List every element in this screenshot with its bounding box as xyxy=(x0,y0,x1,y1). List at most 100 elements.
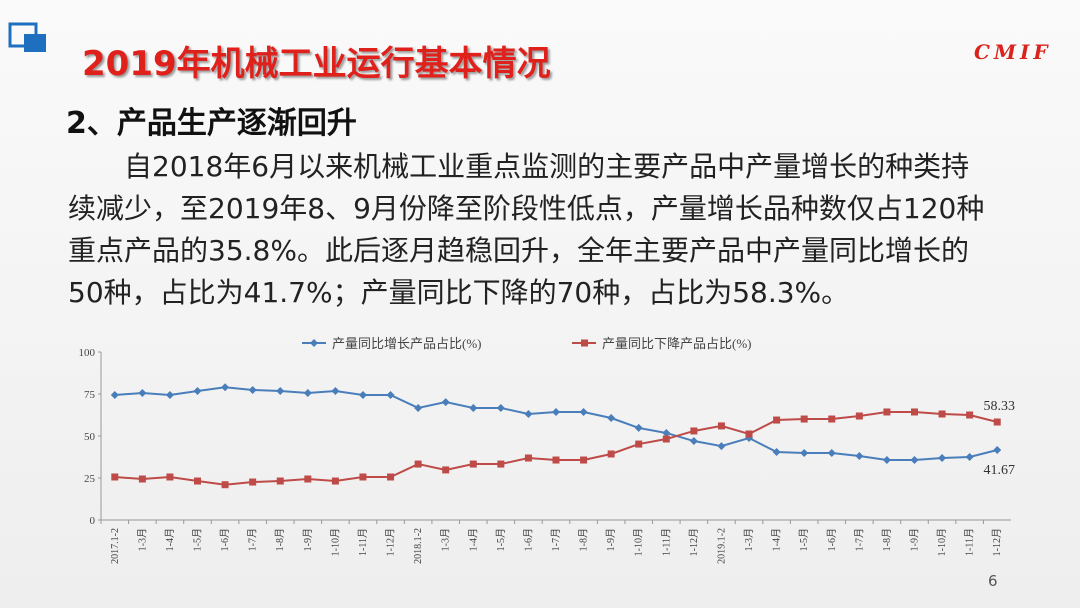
x-tick-label: 1-3月 xyxy=(136,528,148,551)
marker xyxy=(745,430,753,438)
legend-label: 产量同比增长产品占比(%) xyxy=(332,336,482,351)
x-tick-label: 1-9月 xyxy=(908,528,920,551)
marker xyxy=(552,456,560,464)
marker xyxy=(827,448,836,457)
marker xyxy=(221,383,230,392)
y-tick-label: 25 xyxy=(84,473,96,485)
marker xyxy=(138,388,147,397)
marker xyxy=(855,412,863,420)
marker xyxy=(579,407,588,416)
marker xyxy=(910,456,919,465)
marker xyxy=(193,386,202,395)
series-line xyxy=(114,410,998,486)
marker xyxy=(938,410,946,418)
logo: CMIF xyxy=(974,40,1052,64)
x-tick-label: 1-4月 xyxy=(164,528,176,551)
x-tick-label: 1-5月 xyxy=(192,528,204,551)
x-tick-label: 1-12月 xyxy=(385,528,397,556)
marker xyxy=(855,451,864,460)
marker xyxy=(689,437,698,446)
marker xyxy=(110,391,119,400)
x-tick-label: 1-8月 xyxy=(881,528,893,551)
legend-marker xyxy=(581,339,588,347)
x-tick-label: 1-9月 xyxy=(605,528,617,551)
x-tick-label: 1-4月 xyxy=(771,528,783,551)
marker xyxy=(414,460,422,468)
paragraph-line: 自2018年6月以来机械工业重点监测的主要产品中产量增长的种类持 xyxy=(124,150,970,183)
marker xyxy=(414,403,423,412)
x-tick-label: 1-10月 xyxy=(633,528,645,556)
marker xyxy=(828,415,836,423)
marker xyxy=(276,386,285,395)
marker xyxy=(166,473,174,481)
series-line xyxy=(114,386,998,462)
x-tick-label: 1-11月 xyxy=(357,528,369,556)
marker xyxy=(662,428,671,437)
marker xyxy=(882,456,891,465)
x-tick-label: 1-11月 xyxy=(660,528,672,556)
legend-label: 产量同比下降产品占比(%) xyxy=(602,336,752,351)
marker xyxy=(386,391,395,400)
marker xyxy=(249,478,257,486)
marker xyxy=(634,423,643,432)
marker xyxy=(800,448,809,457)
y-tick-label: 50 xyxy=(84,431,96,443)
y-tick-label: 0 xyxy=(90,515,96,527)
x-tick-label: 1-9月 xyxy=(302,528,314,551)
y-tick-label: 75 xyxy=(84,389,96,401)
data-label: 41.67 xyxy=(983,463,1015,478)
marker xyxy=(331,477,339,485)
marker xyxy=(717,442,726,451)
marker xyxy=(607,450,615,458)
marker xyxy=(717,422,725,430)
x-tick-label: 2019.1-2 xyxy=(716,528,727,564)
marker xyxy=(993,445,1002,454)
marker xyxy=(276,477,284,485)
x-tick-label: 1-8月 xyxy=(274,528,286,551)
x-tick-label: 1-6月 xyxy=(826,528,838,551)
marker xyxy=(248,385,257,394)
marker xyxy=(910,408,918,416)
x-tick-label: 1-4月 xyxy=(467,528,479,551)
marker xyxy=(138,475,146,483)
x-tick-label: 1-5月 xyxy=(495,528,507,551)
x-tick-label: 1-7月 xyxy=(550,528,562,551)
marker xyxy=(966,411,974,419)
x-tick-label: 2017.1-2 xyxy=(110,528,121,564)
marker xyxy=(441,398,450,407)
paragraph-line: 重点产品的35.8%。此后逐月趋稳回升，全年主要产品中产量同比增长的 xyxy=(68,234,969,267)
marker xyxy=(883,408,891,416)
marker xyxy=(772,447,781,456)
marker xyxy=(165,391,174,400)
marker xyxy=(221,481,229,489)
x-tick-label: 1-5月 xyxy=(798,528,810,551)
x-tick-label: 1-3月 xyxy=(743,528,755,551)
x-tick-label: 1-3月 xyxy=(440,528,452,551)
x-tick-label: 1-6月 xyxy=(522,528,534,551)
y-tick-label: 100 xyxy=(79,347,96,359)
legend-marker xyxy=(310,339,318,347)
x-tick-label: 1-7月 xyxy=(247,528,259,551)
x-tick-label: 1-7月 xyxy=(853,528,865,551)
marker xyxy=(442,466,450,474)
marker xyxy=(965,453,974,461)
marker xyxy=(635,440,643,448)
x-tick-label: 1-6月 xyxy=(219,528,231,551)
x-tick-label: 1-8月 xyxy=(578,528,590,551)
marker xyxy=(580,456,588,464)
page-number: 6 xyxy=(988,572,998,590)
marker xyxy=(358,391,367,400)
paragraph-line: 续减少，至2019年8、9月份降至阶段性低点，产量增长品种数仅占120种 xyxy=(68,192,985,225)
paragraph: 自2018年6月以来机械工业重点监测的主要产品中产量增长的种类持 续减少，至20… xyxy=(68,146,984,314)
marker xyxy=(800,415,808,423)
x-tick-label: 1-10月 xyxy=(329,528,341,556)
marker xyxy=(469,403,478,412)
marker xyxy=(303,388,312,397)
marker xyxy=(690,427,698,435)
marker xyxy=(304,475,312,483)
marker xyxy=(662,435,670,443)
corner-icon xyxy=(8,22,46,52)
slide-title: 2019年机械工业运行基本情况 xyxy=(82,44,551,84)
data-label: 58.33 xyxy=(983,399,1015,414)
